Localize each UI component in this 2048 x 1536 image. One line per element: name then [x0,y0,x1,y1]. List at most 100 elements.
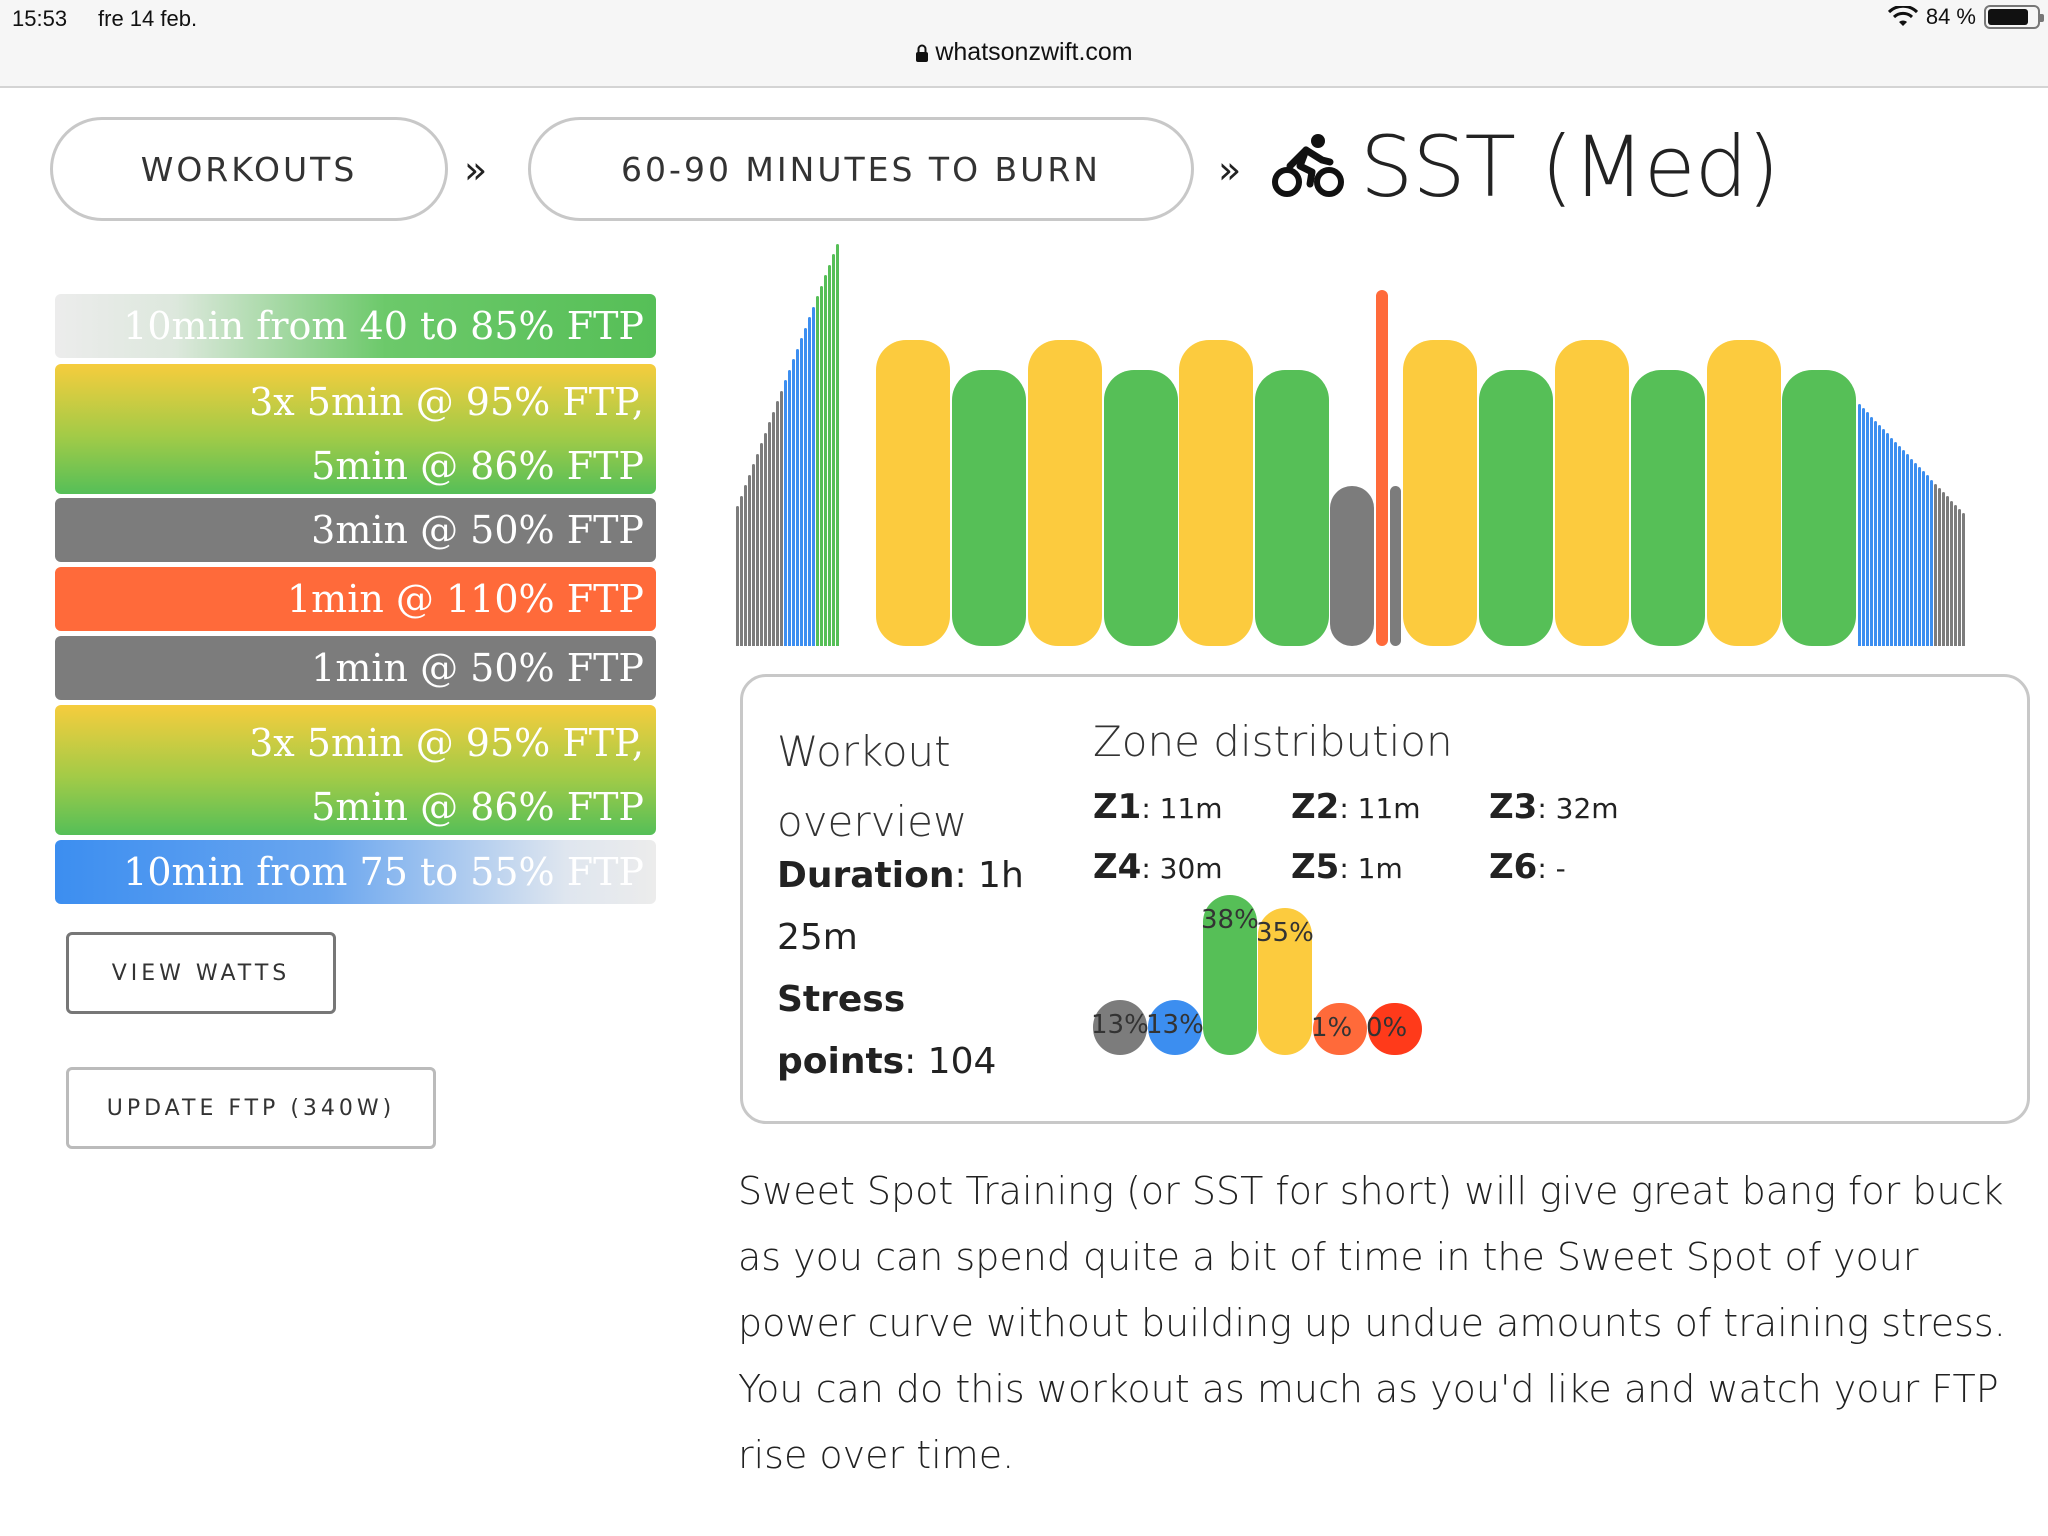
battery-percent: 84 % [1925,4,1976,29]
graph-bar [1179,340,1253,646]
graph-bar [1926,475,1929,646]
graph-bar [768,422,771,646]
graph-bar [1104,370,1178,646]
graph-bar [1950,500,1953,646]
browser-status-bar: 15:53 fre 14 feb. 84 % whatsonzwift.com [0,0,2048,88]
workout-step: 1min @ 50% FTP [55,636,656,700]
zone-z3: Z3: 32m [1489,787,1619,827]
workout-power-graph [736,243,1998,646]
breadcrumb-workouts-button[interactable]: WORKOUTS [50,117,448,221]
graph-bar [1942,492,1945,646]
graph-bar [752,464,755,646]
zone-bar [1203,895,1257,1055]
workout-step: 3x 5min @ 95% FTP, 5min @ 86% FTP [55,705,656,835]
page-title: SST (Med) [1360,118,1780,216]
stress-label: Stress [777,979,906,1020]
graph-bar [1890,437,1893,646]
graph-bar [1631,370,1705,646]
graph-bar [1958,509,1961,646]
graph-bar [812,306,815,646]
graph-bar [796,348,799,646]
graph-bar [1330,486,1374,646]
graph-bar [1866,412,1869,646]
graph-bar [740,495,743,646]
workout-step: 10min from 40 to 85% FTP [55,294,656,358]
graph-bar [1858,404,1861,646]
zone-bar-label: 35% [1256,918,1314,948]
graph-bar [1938,488,1941,646]
graph-bar [764,432,767,646]
graph-bar [788,369,791,646]
graph-bar [1902,450,1905,646]
bicycle-icon [1272,134,1344,197]
graph-bar [1555,340,1629,646]
overview-title: Workout overview [777,727,968,846]
graph-bar [1930,479,1933,646]
workout-step: 10min from 75 to 55% FTP [55,840,656,904]
graph-bar [1390,486,1401,646]
graph-bar [792,359,795,646]
graph-bar [1862,408,1865,646]
zone-z4: Z4: 30m [1093,847,1223,887]
graph-bar [736,506,739,646]
graph-bar [1954,504,1957,646]
zone-distribution-title: Zone distribution [1093,717,1453,766]
graph-bar [952,370,1026,646]
graph-bar [1782,370,1856,646]
zone-bar [1368,1003,1422,1055]
status-date: fre 14 feb. [98,6,198,31]
update-ftp-button[interactable]: UPDATE FTP (340W) [66,1067,436,1149]
graph-bar [772,411,775,646]
status-right: 84 % [1887,4,2044,30]
workout-step: 3min @ 50% FTP [55,498,656,562]
view-watts-button[interactable]: VIEW WATTS [66,932,336,1014]
graph-bar [820,285,823,646]
zone-bar [1148,1000,1202,1055]
graph-bar [828,264,831,646]
breadcrumb-separator: » [1218,148,1242,192]
graph-bar [808,317,811,646]
graph-bar [1028,340,1102,646]
zone-bar-label: 0% [1366,1013,1408,1043]
zone-bar-label: 13% [1091,1010,1149,1040]
graph-bar [1882,429,1885,646]
url-bar[interactable]: whatsonzwift.com [0,38,2048,67]
graph-bar [1922,471,1925,646]
graph-bar [1962,513,1965,646]
workout-overview-card: Workout overview Duration: 1h 25m Stress… [740,674,2030,1124]
lock-icon [916,44,929,62]
graph-bar [1898,446,1901,646]
graph-bar [1376,290,1388,646]
graph-bar [1918,467,1921,646]
graph-bar [1479,370,1553,646]
breadcrumb-category-button[interactable]: 60-90 MINUTES TO BURN [528,117,1194,221]
zone-z6: Z6: - [1489,847,1566,887]
workout-description: Sweet Spot Training (or SST for short) w… [738,1169,2006,1477]
graph-bar [784,380,787,646]
graph-bar [776,401,779,646]
zone-bar [1313,1003,1367,1055]
graph-bar [1874,420,1877,646]
stress-line: points: 104 [777,1041,997,1082]
graph-bar [1886,433,1889,646]
graph-bar [1946,496,1949,646]
graph-bar [756,453,759,646]
graph-bar [1894,441,1897,646]
workout-step: 1min @ 110% FTP [55,567,656,631]
battery-icon [1984,5,2044,29]
graph-bar [744,485,747,646]
graph-bar [1403,340,1477,646]
graph-bar [1707,340,1781,646]
graph-bar [836,243,839,646]
status-time: 15:53 [12,6,68,31]
workout-step: 3x 5min @ 95% FTP, 5min @ 86% FTP [55,364,656,494]
zone-z5: Z5: 1m [1291,847,1403,887]
graph-bar [816,296,819,646]
graph-bar [832,254,835,646]
graph-bar [1906,454,1909,646]
url-text: whatsonzwift.com [935,38,1133,66]
graph-bar [748,474,751,646]
zone-bar-label: 13% [1146,1010,1204,1040]
wifi-icon [1887,6,1918,26]
graph-bar [1255,370,1329,646]
